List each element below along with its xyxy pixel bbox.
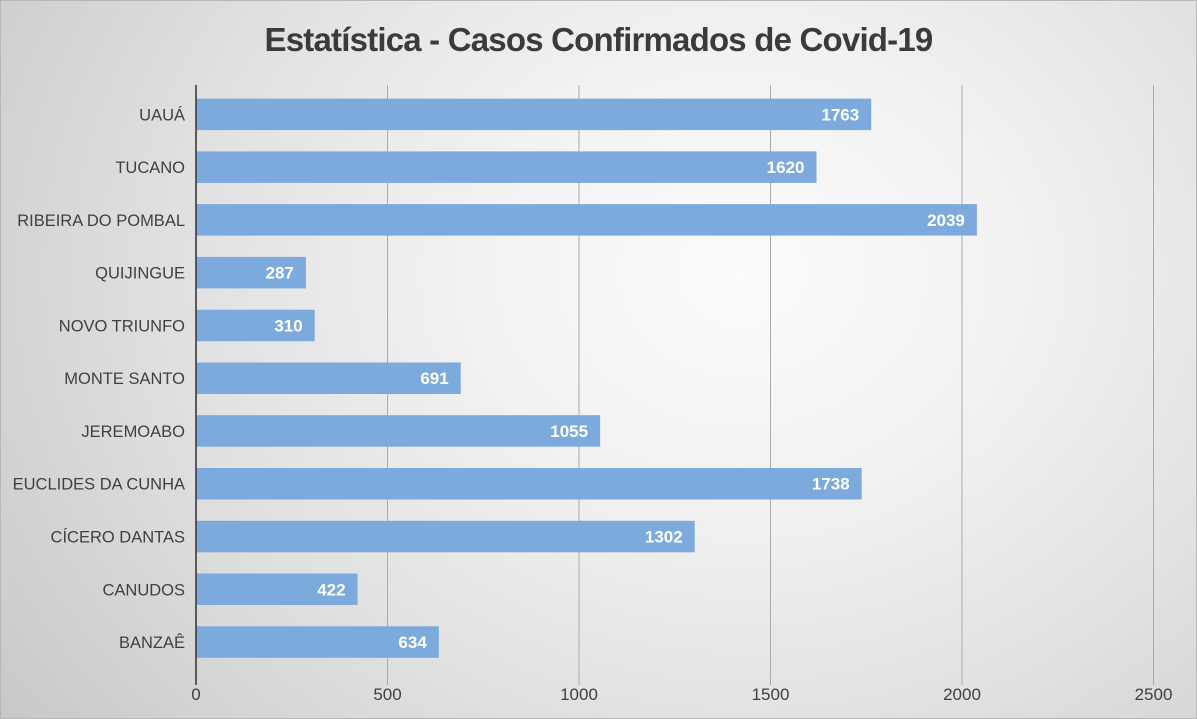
svg-text:EUCLIDES DA CUNHA: EUCLIDES DA CUNHA [13, 476, 185, 494]
svg-text:1000: 1000 [560, 685, 598, 704]
svg-text:NOVO TRIUNFO: NOVO TRIUNFO [59, 317, 185, 335]
svg-text:1500: 1500 [752, 685, 790, 704]
svg-text:TUCANO: TUCANO [115, 159, 185, 177]
svg-text:422: 422 [317, 580, 345, 599]
svg-text:0: 0 [191, 685, 200, 704]
svg-text:287: 287 [266, 264, 294, 283]
svg-text:1302: 1302 [645, 528, 683, 547]
svg-text:MONTE SANTO: MONTE SANTO [64, 370, 185, 388]
svg-text:2039: 2039 [927, 211, 965, 230]
svg-text:1738: 1738 [812, 475, 850, 494]
svg-text:RIBEIRA DO POMBAL: RIBEIRA DO POMBAL [17, 212, 185, 230]
svg-text:2500: 2500 [1135, 685, 1173, 704]
svg-text:2000: 2000 [943, 685, 981, 704]
svg-text:BANZAÊ: BANZAÊ [119, 633, 185, 652]
svg-text:691: 691 [420, 369, 448, 388]
svg-text:634: 634 [398, 633, 427, 652]
svg-text:500: 500 [373, 685, 401, 704]
svg-text:CANUDOS: CANUDOS [102, 581, 185, 599]
svg-text:JEREMOABO: JEREMOABO [81, 423, 185, 441]
svg-text:UAUÁ: UAUÁ [139, 105, 185, 124]
svg-text:CÍCERO DANTAS: CÍCERO DANTAS [51, 528, 185, 547]
svg-text:1763: 1763 [821, 105, 859, 124]
svg-text:310: 310 [274, 316, 302, 335]
svg-text:1055: 1055 [550, 422, 588, 441]
svg-text:1620: 1620 [767, 158, 805, 177]
svg-text:QUIJINGUE: QUIJINGUE [95, 265, 185, 283]
